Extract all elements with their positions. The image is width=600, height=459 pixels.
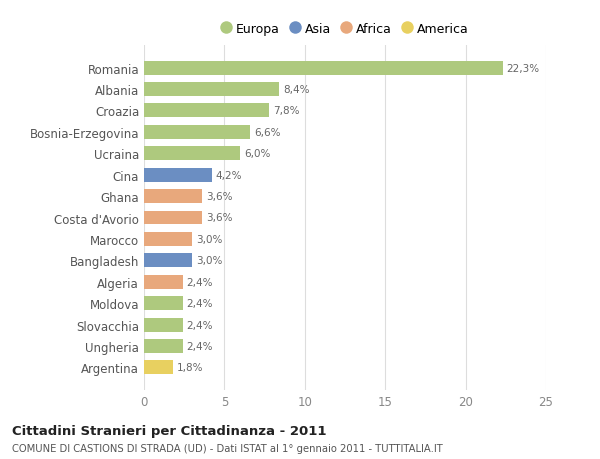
Bar xyxy=(144,232,192,246)
Text: 8,4%: 8,4% xyxy=(283,85,310,95)
Legend: Europa, Asia, Africa, America: Europa, Asia, Africa, America xyxy=(216,18,474,41)
Text: 3,6%: 3,6% xyxy=(206,213,232,223)
Bar xyxy=(144,254,192,268)
Bar xyxy=(144,318,182,332)
Bar xyxy=(144,211,202,225)
Bar xyxy=(144,275,182,289)
Text: 3,0%: 3,0% xyxy=(196,235,223,244)
Bar xyxy=(144,126,250,140)
Text: 1,8%: 1,8% xyxy=(177,363,203,373)
Text: 6,0%: 6,0% xyxy=(245,149,271,159)
Bar xyxy=(144,104,269,118)
Bar xyxy=(144,190,202,204)
Text: 2,4%: 2,4% xyxy=(187,298,213,308)
Bar xyxy=(144,168,212,182)
Bar xyxy=(144,339,182,353)
Text: 2,4%: 2,4% xyxy=(187,341,213,351)
Text: COMUNE DI CASTIONS DI STRADA (UD) - Dati ISTAT al 1° gennaio 2011 - TUTTITALIA.I: COMUNE DI CASTIONS DI STRADA (UD) - Dati… xyxy=(12,443,443,453)
Text: 6,6%: 6,6% xyxy=(254,128,281,138)
Text: 22,3%: 22,3% xyxy=(506,63,540,73)
Bar xyxy=(144,147,241,161)
Text: 3,6%: 3,6% xyxy=(206,192,232,202)
Text: 4,2%: 4,2% xyxy=(215,170,242,180)
Text: 3,0%: 3,0% xyxy=(196,256,223,266)
Text: 7,8%: 7,8% xyxy=(274,106,300,116)
Bar xyxy=(144,297,182,310)
Bar xyxy=(144,83,279,97)
Bar xyxy=(144,361,173,375)
Text: 2,4%: 2,4% xyxy=(187,277,213,287)
Text: Cittadini Stranieri per Cittadinanza - 2011: Cittadini Stranieri per Cittadinanza - 2… xyxy=(12,424,326,437)
Bar xyxy=(144,62,503,75)
Text: 2,4%: 2,4% xyxy=(187,320,213,330)
